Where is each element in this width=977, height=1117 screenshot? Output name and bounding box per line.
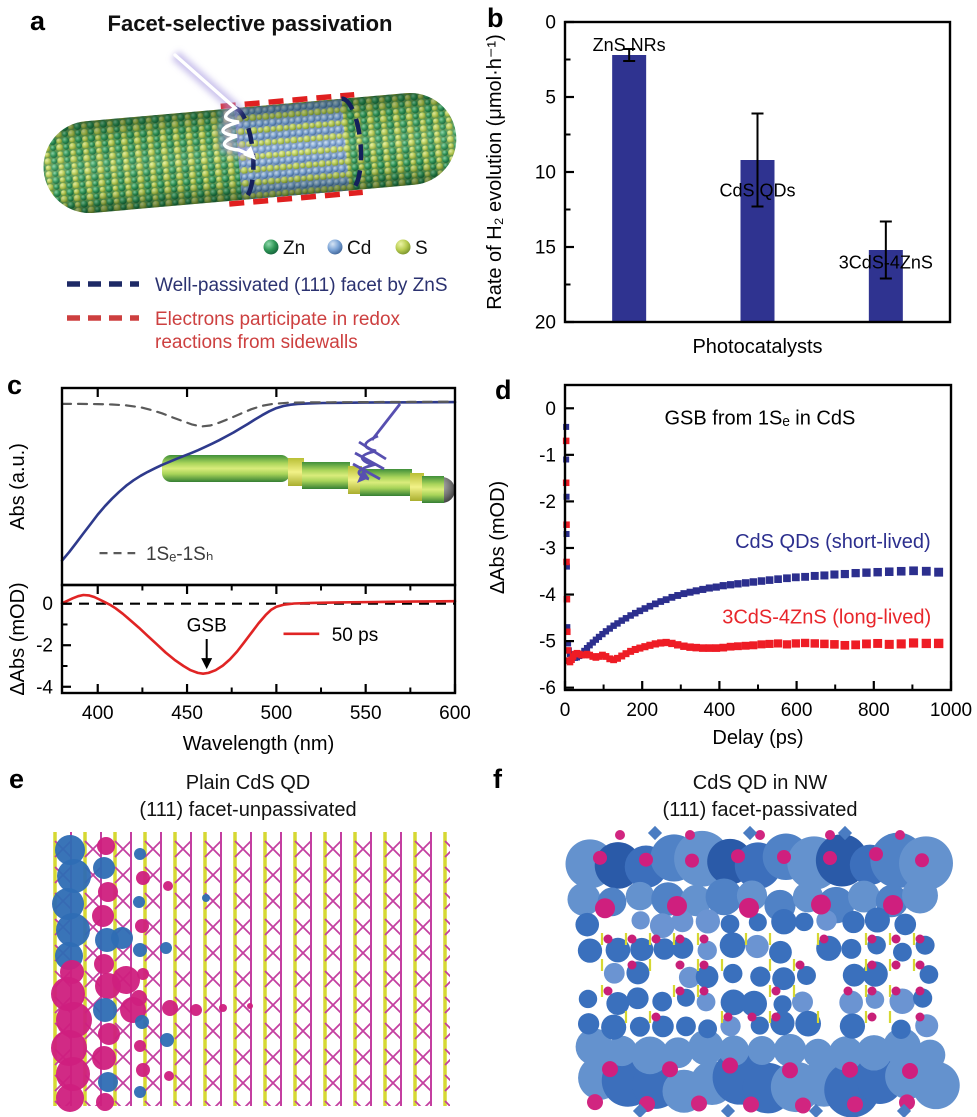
x-tick-label: 400 (82, 703, 114, 724)
bar-label: CdS QDs (719, 181, 795, 201)
x-tick-label: 550 (350, 703, 382, 724)
navy-legend-text: Well-passivated (111) facet by ZnS (155, 275, 448, 296)
cd-atom-icon (327, 239, 343, 255)
panel-e-structure: Plain CdS QD (111) facet-unpassivated (48, 772, 450, 1112)
panel-letter-b: b (487, 3, 504, 33)
x-tick-label: 400 (704, 700, 736, 721)
s-atom-icon (395, 239, 411, 255)
y-axis-title: ΔAbs (mOD) (8, 582, 29, 695)
bar-label: 3CdS-4ZnS (839, 253, 933, 273)
panel-letter-a: a (30, 6, 46, 36)
zn-label: Zn (283, 238, 305, 259)
y-tick-label: 10 (535, 163, 556, 184)
axes-frame (60, 583, 457, 695)
dash-legend: Well-passivated (111) facet by ZnS Elect… (67, 275, 448, 353)
annotation: 50 ps (332, 625, 378, 646)
y-tick-label: 5 (545, 88, 556, 109)
y-tick-label: -2 (36, 636, 53, 657)
y-axis-title: ΔAbs (mOD) (487, 481, 509, 594)
panel-a-schematic: Facet-selective passivation Zn Cd S Wel (43, 11, 457, 353)
panel-letter-f: f (493, 764, 502, 794)
y-axis-title: Abs (a.u.) (8, 443, 29, 530)
excitation-pulse-icon (171, 50, 256, 162)
panel-a-title: Facet-selective passivation (108, 11, 393, 36)
y-tick-label: -4 (539, 585, 556, 606)
series-absorption-spectrum (60, 400, 457, 562)
x-tick-label: 0 (560, 700, 571, 721)
y-tick-label: -2 (539, 492, 556, 513)
x-tick-label: 450 (171, 703, 203, 724)
chart-c-top: Abs (a.u.) 1Sₑ-1Sₕ (8, 386, 457, 587)
series-1Se-1Sh-transition (60, 400, 457, 428)
zn-atom-icon (263, 239, 279, 255)
pump-pulse-icon (352, 403, 402, 481)
panel-letter-c: c (7, 370, 23, 400)
panel-f-structure: CdS QD in NW (111) facet-passivated (565, 772, 960, 1117)
x-tick-label: 1000 (930, 700, 972, 721)
x-tick-label: 600 (781, 700, 813, 721)
x-tick-label: 200 (626, 700, 658, 721)
y-tick-label: 20 (535, 313, 556, 334)
y-tick-label: -1 (539, 445, 556, 466)
s-label: S (415, 238, 428, 259)
panel-b-bar-chart: ZnS NRs CdS QDs 3CdS-4ZnS 0 5 10 15 20 Photocata… (484, 13, 952, 358)
y-tick-label: 0 (545, 399, 556, 420)
series-3CdS-4ZnS-long-lived (562, 437, 944, 666)
series-h2-evolution-rate (612, 48, 903, 322)
x-axis-title: Delay (ps) (712, 727, 803, 749)
y-tick-label: -5 (539, 632, 556, 653)
panel-letter-e: e (9, 764, 25, 794)
y-tick-label: -6 (539, 678, 556, 699)
bar-label: ZnS NRs (593, 35, 666, 55)
x-axis-title: Photocatalysts (692, 336, 822, 358)
x-tick-label: 600 (439, 703, 470, 724)
x-tick-label: 800 (858, 700, 890, 721)
chart-d: 0 200 400 600 800 1000 0 -1 -2 -3 -4 -5 -6 Delay (ps)… (487, 383, 972, 749)
panel-f-title-line2: (111) facet-passivated (663, 799, 858, 821)
charge-density-art (565, 825, 960, 1117)
y-tick-label: -3 (539, 538, 556, 559)
y-tick-label: 0 (42, 594, 53, 615)
x-axis-title: Wavelength (nm) (183, 733, 335, 755)
annotation: GSB from 1Sₑ in CdS (665, 408, 856, 430)
difference-density-art (48, 832, 450, 1112)
panel-letter-d: d (495, 375, 512, 405)
panel-d-kinetics-chart: 0 200 400 600 800 1000 0 -1 -2 -3 -4 -5 -6 Delay (ps)… (487, 383, 972, 749)
atom-legend: Zn Cd S (263, 238, 428, 259)
annotation: CdS QDs (short-lived) (735, 531, 931, 553)
panel-c-spectra-chart: Abs (a.u.) 1Sₑ-1Sₕ 400 450 500 550 600 0 -2 -4 Wav… (8, 386, 470, 755)
nanorod-inset-graphic (162, 403, 455, 503)
y-axis-title: Rate of H₂ evolution (μmol·h⁻¹) (484, 34, 506, 310)
y-tick-label: 15 (535, 238, 556, 259)
y-tick-label: 0 (545, 13, 556, 34)
annotation: GSB (187, 616, 227, 637)
panel-e-title-line1: Plain CdS QD (186, 772, 311, 794)
navy-dashed-facet-left (233, 105, 256, 203)
navy-dashed-facet-right (341, 96, 364, 193)
red-legend-text-line2: reactions from sidewalls (155, 332, 358, 353)
chart-c-bottom: 400 450 500 550 600 0 -2 -4 Wavelength (nm) ΔAbs … (8, 582, 470, 755)
x-tick-label: 500 (261, 703, 293, 724)
panel-f-title-line1: CdS QD in NW (693, 772, 828, 794)
cd-label: Cd (347, 238, 371, 259)
annotation: 1Sₑ-1Sₕ (146, 544, 214, 565)
red-legend-text-line1: Electrons participate in redox (155, 309, 401, 330)
panel-e-title-line2: (111) facet-unpassivated (139, 799, 356, 821)
y-tick-label: -4 (36, 677, 53, 698)
annotation: 3CdS-4ZnS (long-lived) (722, 606, 931, 628)
series-transient-bleach-50ps (60, 593, 457, 675)
chart-b: ZnS NRs CdS QDs 3CdS-4ZnS 0 5 10 15 20 Photocata… (484, 13, 952, 358)
